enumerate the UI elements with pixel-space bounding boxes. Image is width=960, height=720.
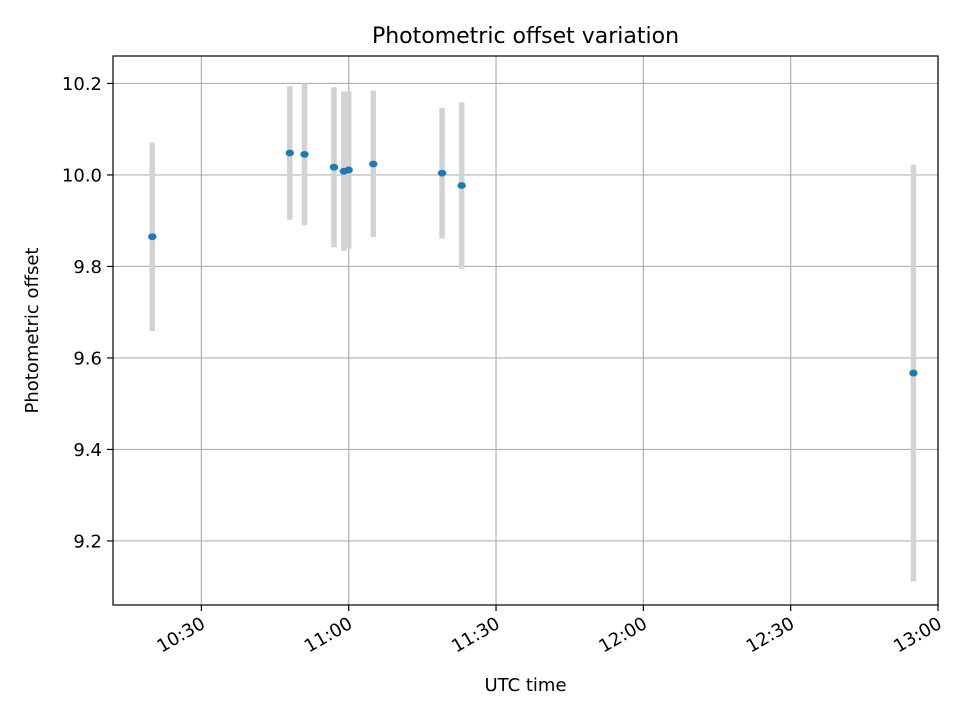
data-point — [148, 233, 157, 241]
y-axis-label: Photometric offset — [22, 248, 43, 414]
x-tick-label: 10:30 — [153, 613, 208, 657]
plot-frame — [112, 55, 939, 606]
data-point — [344, 166, 353, 174]
x-axis-ticks: 10:30 11:00 11:30 12:00 12:30 13:00 — [153, 605, 946, 657]
data-point — [329, 163, 339, 171]
x-tick-label: 12:00 — [595, 613, 650, 657]
y-tick-label: 9.6 — [73, 348, 102, 369]
data-point — [437, 169, 447, 177]
data-point — [457, 182, 466, 189]
data-points — [148, 149, 918, 377]
data-point — [369, 160, 378, 168]
x-tick-label: 11:00 — [301, 613, 356, 657]
error-bars — [149, 83, 917, 582]
y-tick-label: 10.0 — [62, 165, 102, 186]
y-axis-ticks: 9.2 9.4 9.6 9.8 10.0 10.2 — [62, 74, 113, 552]
y-tick-label: 10.2 — [62, 74, 102, 95]
x-tick-label: 13:00 — [890, 613, 945, 657]
chart-title: Photometric offset variation — [372, 24, 679, 49]
x-tick-label: 11:30 — [448, 613, 503, 657]
y-tick-label: 9.4 — [73, 440, 102, 461]
x-tick-label: 12:30 — [743, 613, 798, 657]
grid — [113, 56, 939, 605]
x-axis-label: UTC time — [484, 675, 566, 696]
data-point — [909, 369, 918, 377]
y-tick-label: 9.8 — [73, 257, 102, 278]
data-point — [300, 150, 309, 158]
y-tick-label: 9.2 — [73, 531, 102, 552]
data-point — [285, 149, 294, 157]
